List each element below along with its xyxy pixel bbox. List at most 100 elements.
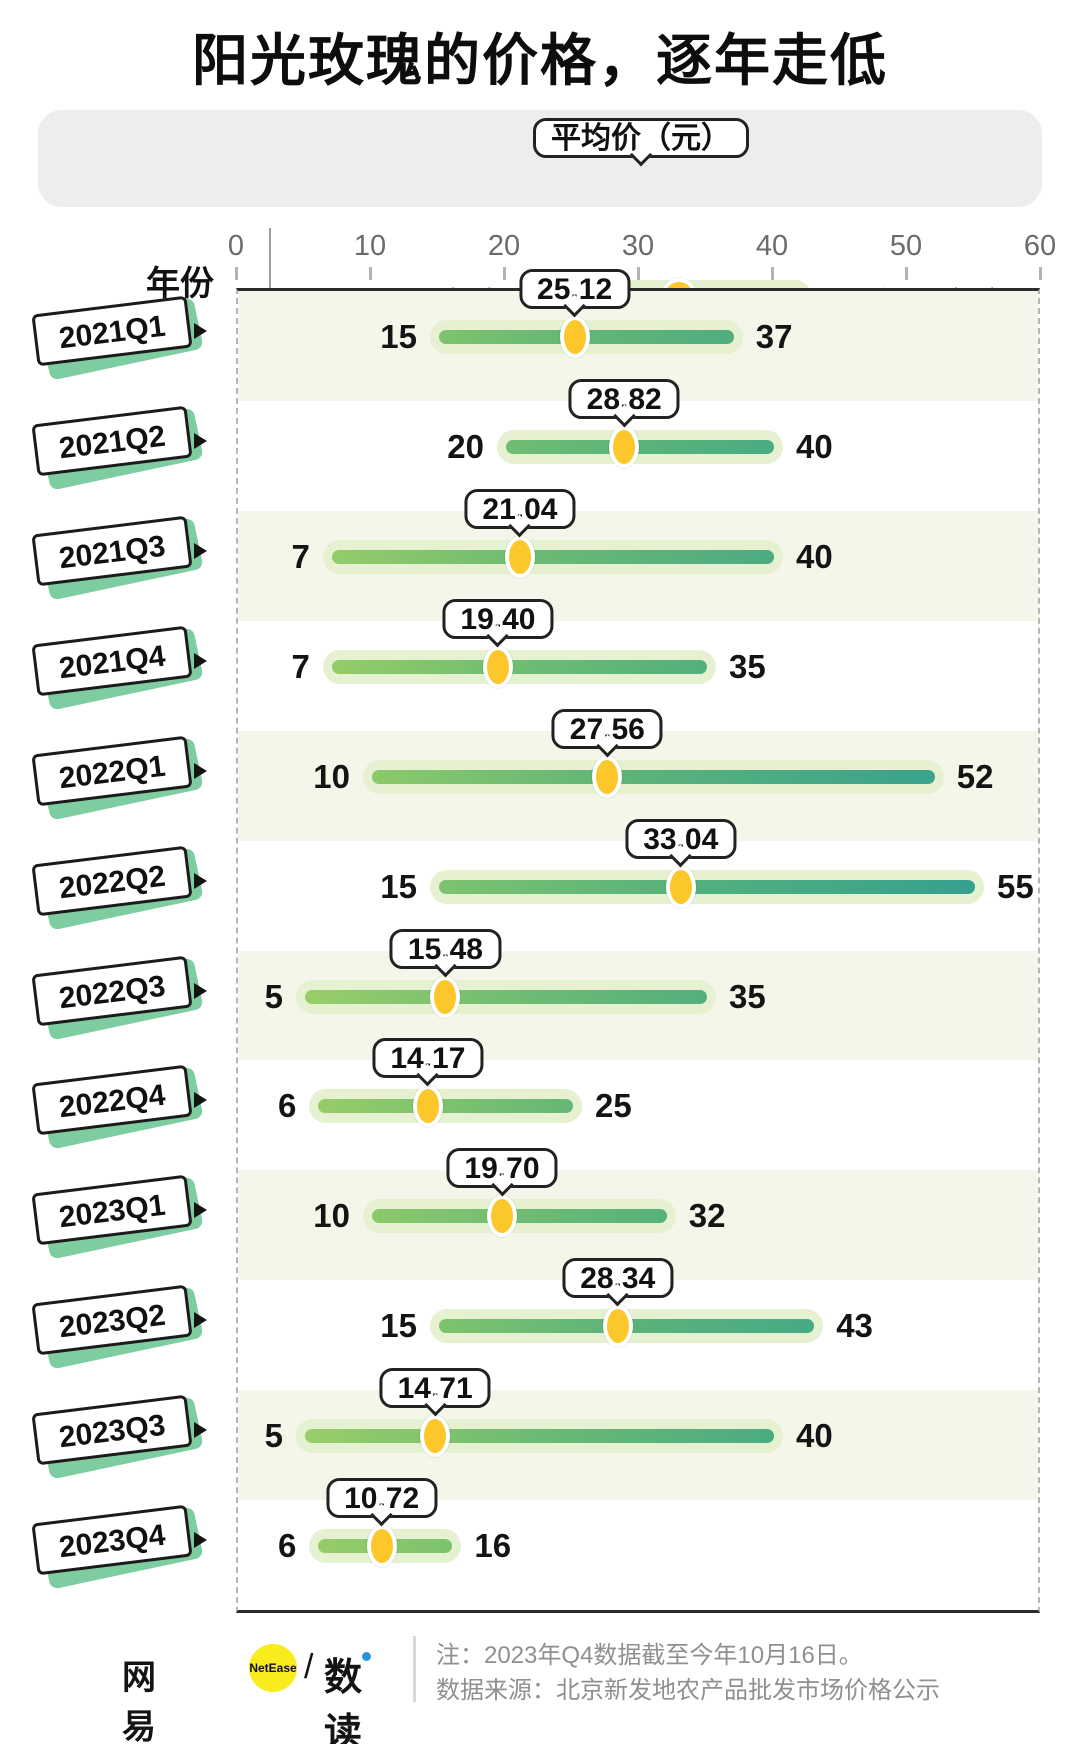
avg-price-knob (412, 1085, 443, 1128)
avg-price-callout: 25.12 (519, 269, 631, 309)
min-value-label: 20 (447, 427, 484, 465)
avg-price-knob (482, 645, 513, 688)
avg-price-knob (665, 865, 696, 908)
min-value-label: 10 (313, 1197, 350, 1235)
avg-price-callout: 15.48 (389, 928, 501, 969)
avg-price-knob (366, 1525, 397, 1568)
brand-slash: / (304, 1648, 314, 1686)
row-label-arrow-icon (194, 1312, 207, 1329)
avg-price-callout: 14.17 (372, 1038, 484, 1079)
min-value-label: 5 (264, 977, 283, 1015)
max-value-label: 55 (997, 867, 1034, 905)
row-label-arrow-icon (194, 762, 207, 779)
avg-price-callout: 10.72 (326, 1478, 438, 1519)
axis-tick-mark (368, 267, 372, 280)
note-line-2: 数据来源：北京新发地农产品批发市场价格公示 (436, 1677, 940, 1704)
row-label-arrow-icon (194, 872, 207, 889)
avg-price-knob (486, 1195, 517, 1238)
axis-tick-mark (636, 267, 640, 280)
note-line-1: 注：2023年Q4数据截至今年10月16日。 (436, 1642, 863, 1669)
legend-band: 年份 最低价（元） 最高价（元） 平均价（元） (38, 110, 1042, 321)
price-range-bar (331, 549, 774, 564)
avg-price-knob (504, 535, 535, 578)
min-value-label: 10 (313, 757, 350, 795)
price-range-bar (506, 439, 774, 454)
price-range-bar (372, 769, 935, 784)
avg-price-callout: 21.04 (464, 488, 576, 529)
axis-tick-label: 10 (353, 230, 387, 262)
avg-price-callout: 28.82 (568, 378, 680, 419)
min-value-label: 7 (291, 647, 310, 685)
netease-yellow-circle-icon (249, 1644, 297, 1692)
price-range-bar (318, 1099, 573, 1114)
max-value-label: 37 (755, 318, 793, 355)
footer-notes: 注：2023年Q4数据截至今年10月16日。 数据来源：北京新发地农产品批发市场… (436, 1638, 940, 1708)
brand-name-en: NetEase (249, 1661, 297, 1675)
max-value-label: 40 (796, 537, 833, 575)
brand-sub-name: 数读 (324, 1657, 363, 1744)
row-label-arrow-icon (194, 1202, 207, 1219)
price-range-bar (331, 659, 707, 674)
axis-tick-mark (1038, 267, 1042, 280)
axis-tick-label: 0 (227, 230, 245, 262)
row-label-card: 2023Q2 (31, 1284, 193, 1356)
legend-divider (269, 228, 271, 312)
avg-price-callout: 14.71 (379, 1368, 491, 1409)
max-value-label: 40 (796, 427, 833, 465)
min-value-label: 5 (264, 1417, 283, 1455)
min-value-label: 15 (380, 867, 417, 905)
footer-divider (413, 1636, 416, 1702)
axis-tick-mark (770, 267, 774, 280)
min-value-label: 15 (380, 318, 417, 355)
plot-area: 25.12 15 37 28.82 20 40 21.04 7 40 19.40 7 35 27.56 1… (236, 269, 1040, 1613)
axis-tick-label: 50 (889, 230, 923, 262)
row-label-arrow-icon (194, 1422, 207, 1439)
avg-price-knob (430, 975, 461, 1018)
row-label-arrow-icon (194, 982, 207, 999)
axis-tick-label: 60 (1023, 230, 1057, 262)
max-value-label: 52 (956, 757, 994, 795)
avg-price-callout: 27.56 (551, 708, 663, 749)
min-value-label: 15 (380, 1307, 417, 1345)
axis-tick-label: 20 (487, 230, 521, 262)
axis-tick-mark (234, 267, 238, 280)
axis-tick-label: 30 (621, 230, 655, 262)
row-label-arrow-icon (194, 542, 207, 559)
avg-price-knob (609, 425, 640, 468)
max-value-label: 25 (595, 1087, 632, 1125)
max-value-label: 35 (729, 647, 766, 685)
page-title: 阳光玫瑰的价格，逐年走低 (192, 29, 888, 92)
price-range-bar (305, 1429, 774, 1444)
max-value-label: 16 (474, 1527, 512, 1565)
max-value-label: 43 (836, 1307, 873, 1345)
row-label-arrow-icon (194, 432, 207, 449)
min-value-label: 7 (291, 537, 310, 575)
brand-name-cn: 网易文创 (122, 1659, 157, 1744)
price-range-bar (439, 879, 975, 894)
avg-price-callout: 19.70 (446, 1148, 558, 1189)
max-value-label: 40 (796, 1417, 833, 1455)
avg-price-knob (559, 316, 590, 358)
min-value-label: 6 (278, 1087, 297, 1125)
avg-price-callout: 28.34 (562, 1258, 674, 1299)
axis-tick-mark (904, 267, 908, 280)
row-label-arrow-icon (194, 323, 207, 339)
legend-avg-callout: 平均价（元） (533, 118, 749, 158)
price-range-bar (305, 989, 707, 1004)
avg-price-callout: 19.40 (442, 598, 554, 639)
max-value-label: 32 (688, 1197, 726, 1235)
row-label-arrow-icon (194, 1092, 207, 1109)
avg-price-knob (602, 1305, 633, 1348)
row-label-arrow-icon (194, 1532, 207, 1549)
min-value-label: 6 (278, 1527, 297, 1565)
axis-tick-label: 40 (755, 230, 789, 262)
row-label-card: 2023Q1 (31, 1175, 193, 1246)
blue-dot-icon (362, 1652, 371, 1661)
max-value-label: 35 (729, 977, 766, 1015)
price-range-bar (372, 1209, 667, 1224)
avg-price-knob (592, 755, 623, 798)
avg-price-callout: 33.04 (625, 818, 737, 859)
avg-price-knob (420, 1415, 451, 1458)
row-label-arrow-icon (194, 652, 207, 669)
